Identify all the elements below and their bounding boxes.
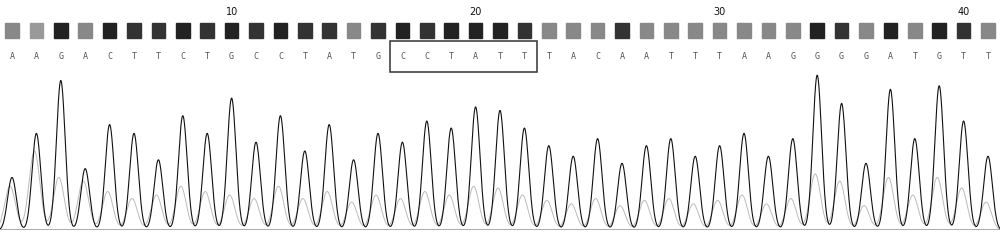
Text: G: G [839,52,844,61]
Bar [688,23,702,38]
Bar [737,23,751,38]
Bar [396,23,409,38]
Text: A: A [473,52,478,61]
Bar [762,23,775,38]
Bar [835,23,848,38]
Text: T: T [156,52,161,61]
Bar [591,23,604,38]
Bar [127,23,141,38]
Bar [908,23,922,38]
Bar [390,41,537,72]
Bar [932,23,946,38]
Text: C: C [424,52,429,61]
Text: 30: 30 [713,7,726,17]
Bar [176,23,190,38]
Text: A: A [571,52,576,61]
Bar [152,23,165,38]
Bar [981,23,995,38]
Text: A: A [766,52,771,61]
Bar [469,23,482,38]
Bar [54,23,68,38]
Bar [884,23,897,38]
Bar [103,23,116,38]
Bar [713,23,726,38]
Text: T: T [668,52,673,61]
Bar [493,23,507,38]
Bar [957,23,970,38]
Text: T: T [132,52,136,61]
Text: T: T [522,52,527,61]
Text: T: T [693,52,698,61]
Text: T: T [302,52,307,61]
Bar [810,23,824,38]
Bar [371,23,385,38]
Text: A: A [83,52,88,61]
Text: T: T [351,52,356,61]
Text: A: A [644,52,649,61]
Bar [347,23,360,38]
Text: G: G [229,52,234,61]
Text: C: C [254,52,258,61]
Bar [640,23,653,38]
Bar [786,23,800,38]
Text: C: C [180,52,185,61]
Text: 20: 20 [469,7,482,17]
Text: A: A [742,52,746,61]
Text: C: C [595,52,600,61]
Text: G: G [864,52,868,61]
Bar [859,23,873,38]
Text: T: T [912,52,917,61]
Text: A: A [10,52,14,61]
Bar [249,23,263,38]
Bar [78,23,92,38]
Text: 10: 10 [225,7,238,17]
Text: T: T [986,52,990,61]
Text: G: G [790,52,795,61]
Bar [420,23,434,38]
Bar [444,23,458,38]
Text: C: C [107,52,112,61]
Text: T: T [205,52,210,61]
Bar [542,23,556,38]
Text: C: C [278,52,283,61]
Text: A: A [34,52,39,61]
Text: G: G [937,52,942,61]
Text: A: A [620,52,624,61]
Bar [664,23,678,38]
Text: T: T [449,52,454,61]
Bar [566,23,580,38]
Bar [225,23,238,38]
Bar [615,23,629,38]
Bar [274,23,287,38]
Text: G: G [815,52,820,61]
Text: G: G [58,52,63,61]
Bar [322,23,336,38]
Text: A: A [888,52,893,61]
Text: T: T [498,52,503,61]
Text: T: T [717,52,722,61]
Text: T: T [546,52,551,61]
Bar [518,23,531,38]
Text: A: A [327,52,332,61]
Bar [5,23,19,38]
Text: G: G [376,52,380,61]
Bar [200,23,214,38]
Text: C: C [400,52,405,61]
Bar [30,23,43,38]
Bar [298,23,312,38]
Text: 40: 40 [957,7,970,17]
Text: T: T [961,52,966,61]
